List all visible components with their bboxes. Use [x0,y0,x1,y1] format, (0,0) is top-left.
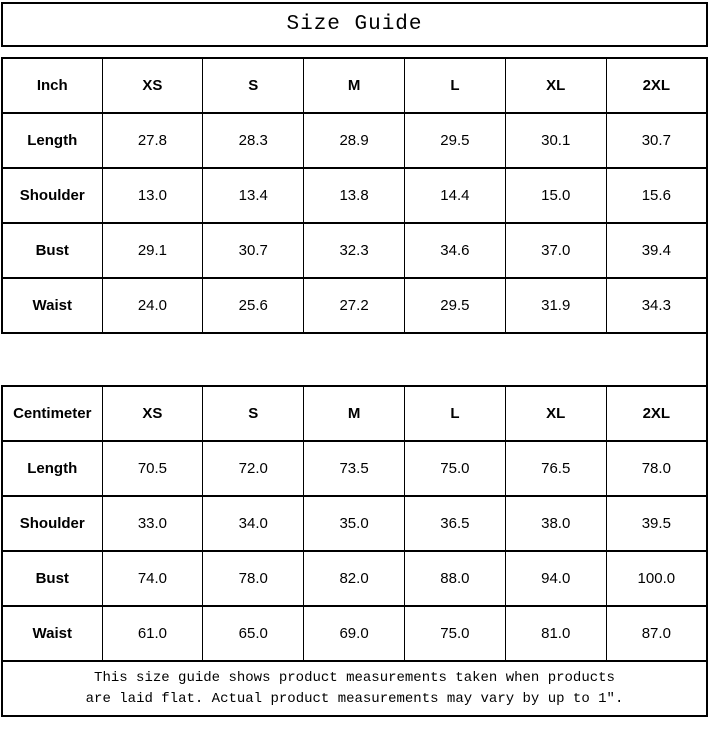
measurement-cell: 75.0 [403,440,506,497]
footer-note-line-1: This size guide shows product measuremen… [94,669,615,686]
table-row-cm-bust: Bust 74.0 78.0 82.0 88.0 94.0 100.0 [1,550,708,607]
size-column-header: 2XL [605,57,708,114]
measurement-cell: 34.0 [202,495,305,552]
footer-section: This size guide shows product measuremen… [1,660,708,717]
measurement-cell: 75.0 [403,605,506,662]
measurement-cell: 13.4 [202,167,305,224]
centimeter-section: Centimeter XS S M L XL 2XL Length 70.5 7… [1,385,708,662]
measurement-cell: 34.3 [605,277,708,334]
row-label: Waist [1,605,103,662]
row-label: Bust [1,222,103,279]
size-column-header: XL [504,57,607,114]
measurement-cell: 61.0 [101,605,204,662]
measurement-cell: 28.9 [303,112,405,169]
measurement-cell: 30.7 [605,112,708,169]
measurement-cell: 78.0 [202,550,305,607]
measurement-cell: 39.5 [605,495,708,552]
measurement-cell: 31.9 [504,277,607,334]
row-label: Bust [1,550,103,607]
measurement-cell: 25.6 [202,277,305,334]
row-label: Shoulder [1,495,103,552]
measurement-cell: 39.4 [605,222,708,279]
table-row-inch-shoulder: Shoulder 13.0 13.4 13.8 14.4 15.0 15.6 [1,167,708,224]
measurement-cell: 100.0 [605,550,708,607]
measurement-cell: 29.1 [101,222,204,279]
measurement-cell: 27.8 [101,112,204,169]
measurement-cell: 27.2 [303,277,405,334]
measurement-cell: 69.0 [303,605,405,662]
spacer-row [2,332,708,387]
measurement-cell: 13.8 [303,167,405,224]
measurement-cell: 81.0 [504,605,607,662]
measurement-cell: 36.5 [403,495,506,552]
measurement-cell: 73.5 [303,440,405,497]
measurement-cell: 74.0 [101,550,204,607]
size-column-header: M [303,57,405,114]
size-column-header: L [403,57,506,114]
size-column-header: S [202,385,305,442]
measurement-cell: 30.1 [504,112,607,169]
table-row-inch-length: Length 27.8 28.3 28.9 29.5 30.1 30.7 [1,112,708,169]
measurement-cell: 15.6 [605,167,708,224]
inch-section: Inch XS S M L XL 2XL Length 27.8 28.3 28… [1,57,708,334]
measurement-cell: 33.0 [101,495,204,552]
measurement-cell: 30.7 [202,222,305,279]
size-column-header: S [202,57,305,114]
measurement-cell: 34.6 [403,222,506,279]
table-row-inch-bust: Bust 29.1 30.7 32.3 34.6 37.0 39.4 [1,222,708,279]
size-guide-table: Inch XS S M L XL 2XL Length 27.8 28.3 28… [1,57,708,717]
row-label: Shoulder [1,167,103,224]
measurement-cell: 38.0 [504,495,607,552]
size-column-header: L [403,385,506,442]
measurement-cell: 32.3 [303,222,405,279]
measurement-cell: 15.0 [504,167,607,224]
measurement-cell: 29.5 [403,277,506,334]
measurement-cell: 28.3 [202,112,305,169]
row-label: Waist [1,277,103,334]
size-column-header: 2XL [605,385,708,442]
measurement-cell: 72.0 [202,440,305,497]
measurement-cell: 29.5 [403,112,506,169]
measurement-cell: 76.5 [504,440,607,497]
page-title: Size Guide [286,13,423,36]
measurement-cell: 24.0 [101,277,204,334]
size-column-header: M [303,385,405,442]
footer-note-line-2: are laid flat. Actual product measuremen… [85,690,624,707]
measurement-cell: 94.0 [504,550,607,607]
size-column-header: XS [101,57,204,114]
table-row-cm-waist: Waist 61.0 65.0 69.0 75.0 81.0 87.0 [1,605,708,662]
row-label: Length [1,112,103,169]
unit-header-centimeter: Centimeter [1,385,103,442]
measurement-cell: 13.0 [101,167,204,224]
measurement-cell: 87.0 [605,605,708,662]
cm-header-row: Centimeter XS S M L XL 2XL [1,385,708,442]
size-guide-page: Size Guide Inch XS S M L XL 2XL Length 2… [1,2,708,717]
row-label: Length [1,440,103,497]
measurement-cell: 65.0 [202,605,305,662]
table-row-cm-shoulder: Shoulder 33.0 34.0 35.0 36.5 38.0 39.5 [1,495,708,552]
table-row-inch-waist: Waist 24.0 25.6 27.2 29.5 31.9 34.3 [1,277,708,334]
table-row-cm-length: Length 70.5 72.0 73.5 75.0 76.5 78.0 [1,440,708,497]
spacer-cell [2,332,708,387]
measurement-cell: 35.0 [303,495,405,552]
section-spacer [2,332,708,387]
measurement-cell: 14.4 [403,167,506,224]
footer-note: This size guide shows product measuremen… [1,660,708,717]
inch-header-row: Inch XS S M L XL 2XL [1,57,708,114]
size-column-header: XL [504,385,607,442]
size-guide-title-box: Size Guide [1,2,708,47]
measurement-cell: 78.0 [605,440,708,497]
unit-header-inch: Inch [1,57,103,114]
size-column-header: XS [101,385,204,442]
measurement-cell: 37.0 [504,222,607,279]
measurement-cell: 70.5 [101,440,204,497]
measurement-cell: 82.0 [303,550,405,607]
footer-row: This size guide shows product measuremen… [1,660,708,717]
measurement-cell: 88.0 [403,550,506,607]
